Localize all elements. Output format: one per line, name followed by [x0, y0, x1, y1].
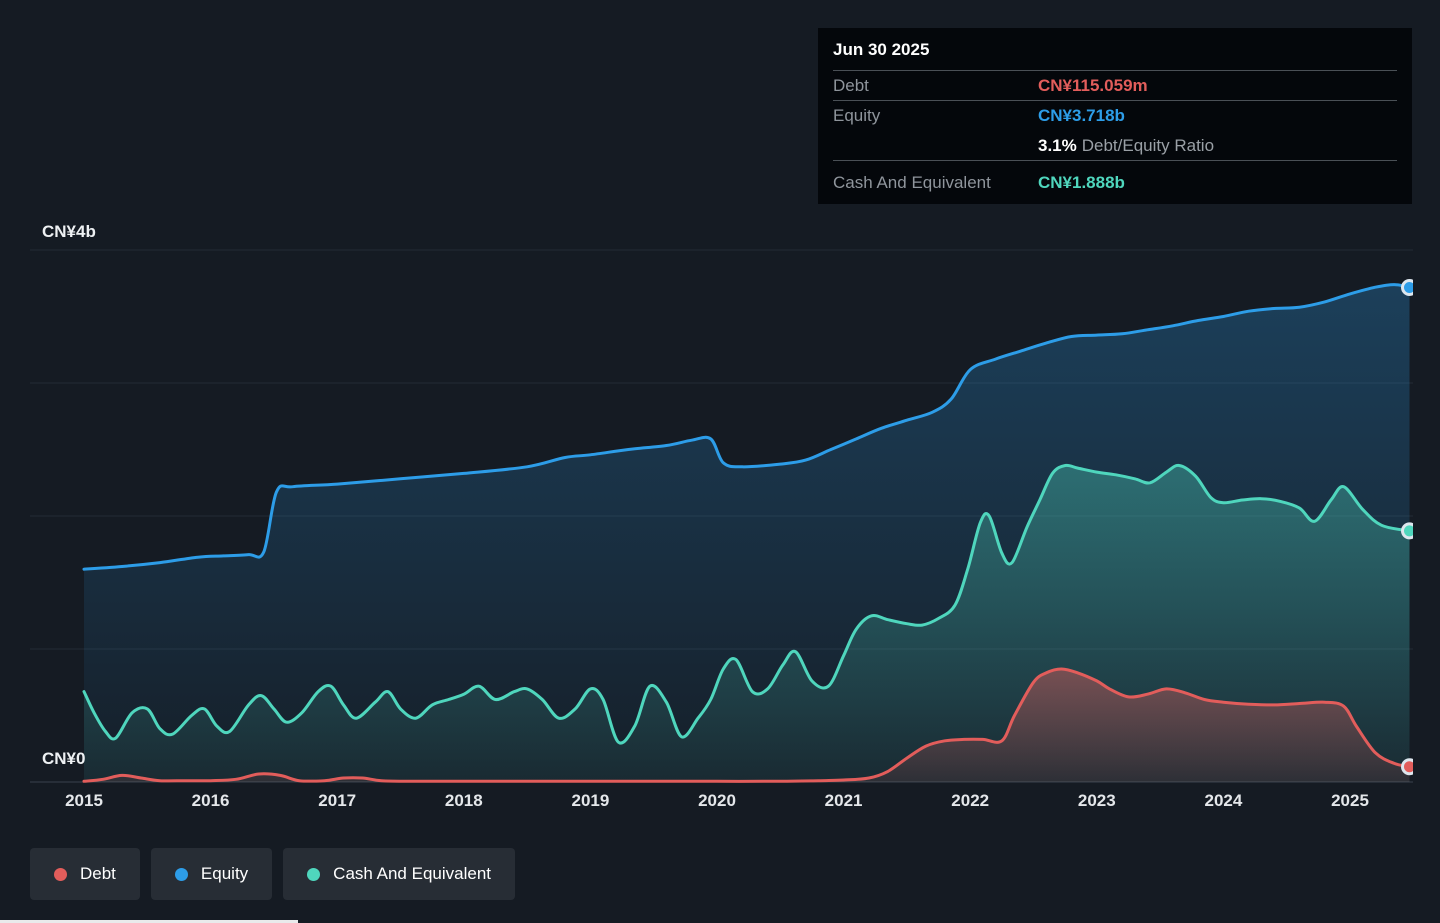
- legend-debt-label: Debt: [80, 864, 116, 884]
- cash-dot-icon: [307, 868, 320, 881]
- equity-endpoint-marker: [1403, 281, 1414, 295]
- cash-and-equivalent-endpoint-marker: [1403, 524, 1414, 538]
- tooltip-ratio-value: 3.1% Debt/Equity Ratio: [1038, 136, 1214, 156]
- ratio-label: Debt/Equity Ratio: [1082, 136, 1214, 155]
- x-tick-label: 2022: [951, 791, 989, 810]
- tooltip-debt-value: CN¥115.059m: [1038, 76, 1148, 96]
- debt-dot-icon: [54, 868, 67, 881]
- tooltip-cash-label: Cash And Equivalent: [833, 173, 1038, 193]
- debt-endpoint-marker: [1403, 760, 1414, 774]
- x-tick-label: 2025: [1331, 791, 1369, 810]
- x-tick-label: 2021: [825, 791, 863, 810]
- legend-item-equity[interactable]: Equity: [151, 848, 272, 900]
- tooltip-debt-label: Debt: [833, 76, 1038, 96]
- y-axis-label-top: CN¥4b: [42, 222, 96, 241]
- legend-item-debt[interactable]: Debt: [30, 848, 140, 900]
- x-tick-label: 2024: [1204, 791, 1242, 810]
- tooltip-cash-value: CN¥1.888b: [1038, 173, 1125, 193]
- x-tick-label: 2017: [318, 791, 356, 810]
- x-tick-label: 2016: [192, 791, 230, 810]
- tooltip-row-ratio: 3.1% Debt/Equity Ratio: [833, 131, 1397, 161]
- tooltip-row-debt: Debt CN¥115.059m: [833, 71, 1397, 101]
- x-tick-label: 2020: [698, 791, 736, 810]
- x-tick-label: 2015: [65, 791, 103, 810]
- tooltip-date: Jun 30 2025: [833, 28, 1397, 71]
- tooltip-equity-value: CN¥3.718b: [1038, 106, 1125, 126]
- tooltip-row-cash: Cash And Equivalent CN¥1.888b: [833, 161, 1397, 204]
- ratio-percent: 3.1%: [1038, 136, 1077, 155]
- tooltip-equity-label: Equity: [833, 106, 1038, 126]
- legend-cash-label: Cash And Equivalent: [333, 864, 491, 884]
- legend-equity-label: Equity: [201, 864, 248, 884]
- x-tick-label: 2018: [445, 791, 483, 810]
- x-tick-label: 2023: [1078, 791, 1116, 810]
- x-tick-label: 2019: [571, 791, 609, 810]
- balance-sheet-history-chart: 2015 2016 2017 2018 2019 2020 2021 2022 2023 2024…: [0, 0, 1440, 923]
- legend-item-cash[interactable]: Cash And Equivalent: [283, 848, 515, 900]
- legend: Debt Equity Cash And Equivalent: [30, 848, 515, 900]
- equity-dot-icon: [175, 868, 188, 881]
- y-axis-label-zero: CN¥0: [42, 749, 85, 768]
- chart-tooltip: Jun 30 2025 Debt CN¥115.059m Equity CN¥3…: [818, 28, 1412, 204]
- tooltip-row-equity: Equity CN¥3.718b: [833, 101, 1397, 131]
